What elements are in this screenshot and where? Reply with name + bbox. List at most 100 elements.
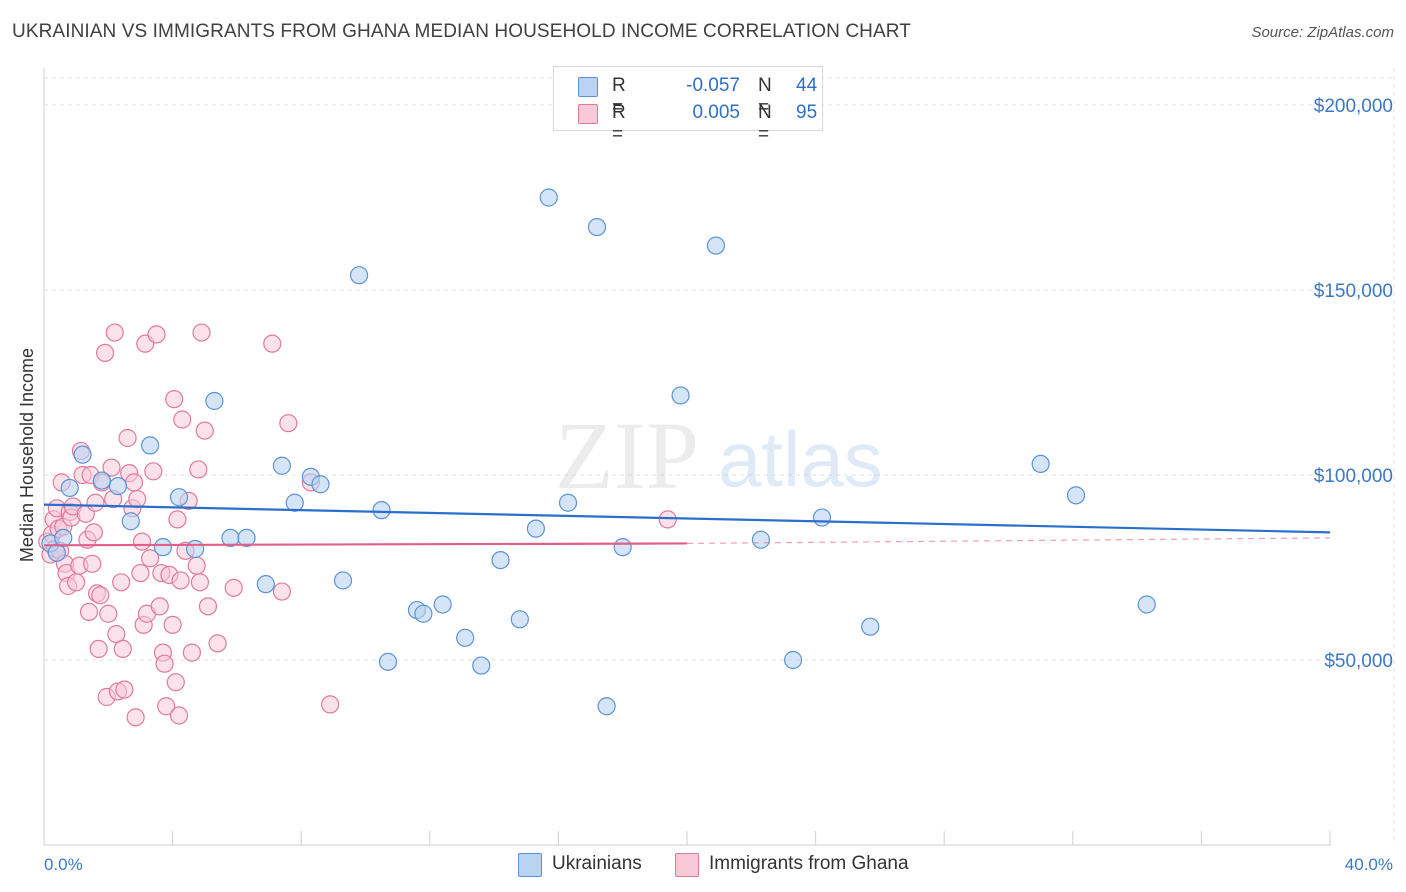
ukrainian-point [539,188,558,207]
ghana-points [38,323,677,727]
ukrainian-point [1031,454,1050,473]
ukrainian-point [1137,595,1156,614]
ukrainian-point [54,528,73,548]
ghana-point [91,586,110,605]
watermark-atlas: atlas [718,415,883,503]
ukrainian-point [597,697,616,716]
y-tick-label: $200,000 [1314,96,1393,117]
ghana-point [118,428,137,448]
ukrainian-point [121,512,140,531]
ghana-point [89,639,108,659]
ghana-point [272,582,292,601]
trend-lines [43,503,1331,547]
ukrainian-point [108,477,128,496]
ukrainian-point [1066,486,1086,505]
ukrainian-point [433,595,452,614]
ghana-point [190,573,210,592]
ukrainian-point [60,478,79,498]
ghana-point [658,510,677,529]
ukrainian-point [558,493,578,512]
ukrainians-trend-line [43,503,1331,534]
y-tick-label: $50,000 [1324,651,1393,672]
ghana-point [102,458,121,477]
ukrainian-point [414,604,433,623]
ukrainian-point [92,471,111,490]
ghana-point [112,573,131,592]
ghana-point [79,602,99,622]
ghana-point [157,697,176,716]
ukrainians-legend-label: Ukrainians [552,853,642,874]
ghana-point [195,421,214,440]
ukrainian-point [349,266,369,285]
ghana-point [224,578,243,597]
ghana-point [131,563,150,583]
ukrainian-point [256,575,275,594]
x-tick-label: 40.0% [1345,855,1393,874]
watermark: ZIP atlas [555,402,883,509]
n-label: N = [758,102,772,145]
ukrainian-point [491,550,510,570]
ghana-point [105,323,124,342]
r-label: R = [612,102,626,145]
r-value: 0.005 [692,102,740,123]
ukrainian-point [510,610,529,629]
ukrainians-swatch [578,77,598,97]
ukrainian-point [671,386,690,405]
ukrainian-point [372,501,391,520]
chart-title: UKRAINIAN VS IMMIGRANTS FROM GHANA MEDIA… [12,21,911,42]
ghana-point [208,634,227,653]
ghana-point [132,532,152,551]
x-tick-labels: 0.0% 40.0% [44,855,1393,874]
ukrainian-point [169,488,189,507]
x-tick-label: 0.0% [44,855,83,874]
ghana-swatch [578,104,598,124]
ukrainian-point [153,538,173,557]
ghana-point [86,493,105,512]
ghana-point [144,462,163,481]
ghana-point [263,334,282,353]
y-tick-label: $150,000 [1314,281,1393,302]
y-tick-labels: $50,000 $100,000 $150,000 $200,000 [1314,96,1393,672]
ghana-point [128,489,147,509]
ukrainian-point [186,539,205,559]
ghana-trend-extension [686,537,1331,545]
ukrainians-legend-swatch [518,853,542,877]
y-axis-label: Median Household Income [17,348,37,562]
ghana-point [126,708,145,727]
ukrainian-point [861,617,880,636]
ukrainian-point [706,236,726,255]
ukrainian-point [378,652,398,671]
axes [43,68,1331,846]
ukrainian-point [783,650,803,670]
ghana-point [95,343,115,362]
n-value: 44 [796,75,818,96]
ukrainian-point [272,456,292,475]
ukrainian-point [237,528,256,548]
y-tick-label: $100,000 [1314,466,1393,487]
ghana-point [147,325,166,344]
ghana-trend-line [43,542,688,547]
ukrainian-point [751,530,771,549]
ukrainian-point [526,519,545,538]
ukrainian-point [73,445,92,464]
ukrainian-point [456,628,475,647]
ukrainian-point [812,508,832,527]
ghana-point [189,460,208,479]
ukrainian-point [205,391,224,411]
ghana-point [192,323,211,342]
r-value: -0.057 [686,75,740,96]
ukrainian-point [472,656,491,675]
ghana-point [165,390,184,409]
n-value: 95 [796,102,818,123]
ghana-legend-label: Immigrants from Ghana [709,853,909,874]
ghana-point [171,571,190,590]
ukrainian-point [333,571,353,590]
ukrainian-point [311,475,330,494]
ghana-point [83,554,102,573]
ukrainian-point [613,538,632,557]
ghana-point [173,410,192,429]
watermark-zip: ZIP [555,402,699,509]
ghana-point [113,639,132,659]
ghana-point [155,654,174,673]
